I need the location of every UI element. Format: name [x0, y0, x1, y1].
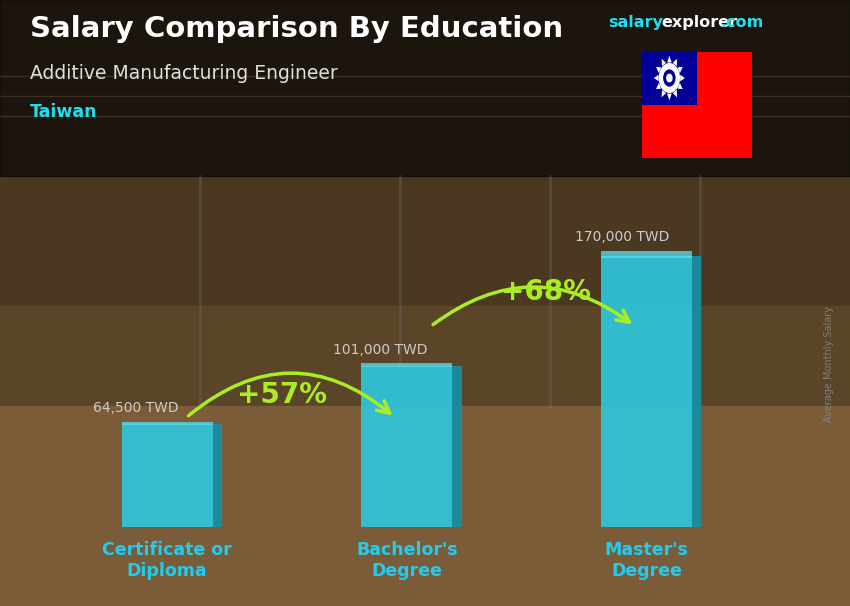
- Polygon shape: [656, 83, 661, 89]
- Text: salary: salary: [608, 15, 663, 30]
- Text: explorer: explorer: [661, 15, 738, 30]
- Circle shape: [660, 64, 679, 92]
- Bar: [212, 424, 222, 527]
- FancyArrowPatch shape: [189, 373, 390, 416]
- Text: 64,500 TWD: 64,500 TWD: [94, 401, 178, 415]
- Polygon shape: [677, 83, 683, 89]
- Polygon shape: [673, 59, 677, 66]
- FancyArrowPatch shape: [434, 287, 629, 325]
- Bar: [642, 52, 697, 104]
- Bar: [122, 422, 212, 425]
- Polygon shape: [673, 90, 677, 98]
- Polygon shape: [661, 90, 666, 98]
- Polygon shape: [667, 93, 672, 100]
- Polygon shape: [677, 67, 683, 73]
- Polygon shape: [656, 67, 661, 73]
- Polygon shape: [680, 75, 685, 81]
- Bar: [361, 363, 452, 367]
- Bar: [692, 256, 701, 527]
- Text: 170,000 TWD: 170,000 TWD: [575, 230, 670, 244]
- Text: Additive Manufacturing Engineer: Additive Manufacturing Engineer: [30, 64, 337, 82]
- Circle shape: [666, 75, 672, 82]
- Text: Salary Comparison By Education: Salary Comparison By Education: [30, 15, 563, 43]
- Text: +57%: +57%: [237, 381, 327, 409]
- Polygon shape: [654, 75, 659, 81]
- Bar: [601, 251, 692, 258]
- Bar: [361, 366, 452, 527]
- Text: Average Monthly Salary: Average Monthly Salary: [824, 305, 834, 422]
- Polygon shape: [661, 59, 666, 66]
- Polygon shape: [667, 56, 672, 62]
- Text: Taiwan: Taiwan: [30, 103, 97, 121]
- Text: +68%: +68%: [501, 278, 591, 306]
- Circle shape: [664, 70, 675, 86]
- Text: 101,000 TWD: 101,000 TWD: [333, 343, 428, 357]
- Bar: [601, 256, 692, 527]
- Bar: [452, 366, 462, 527]
- Text: .com: .com: [721, 15, 764, 30]
- Bar: [122, 424, 212, 527]
